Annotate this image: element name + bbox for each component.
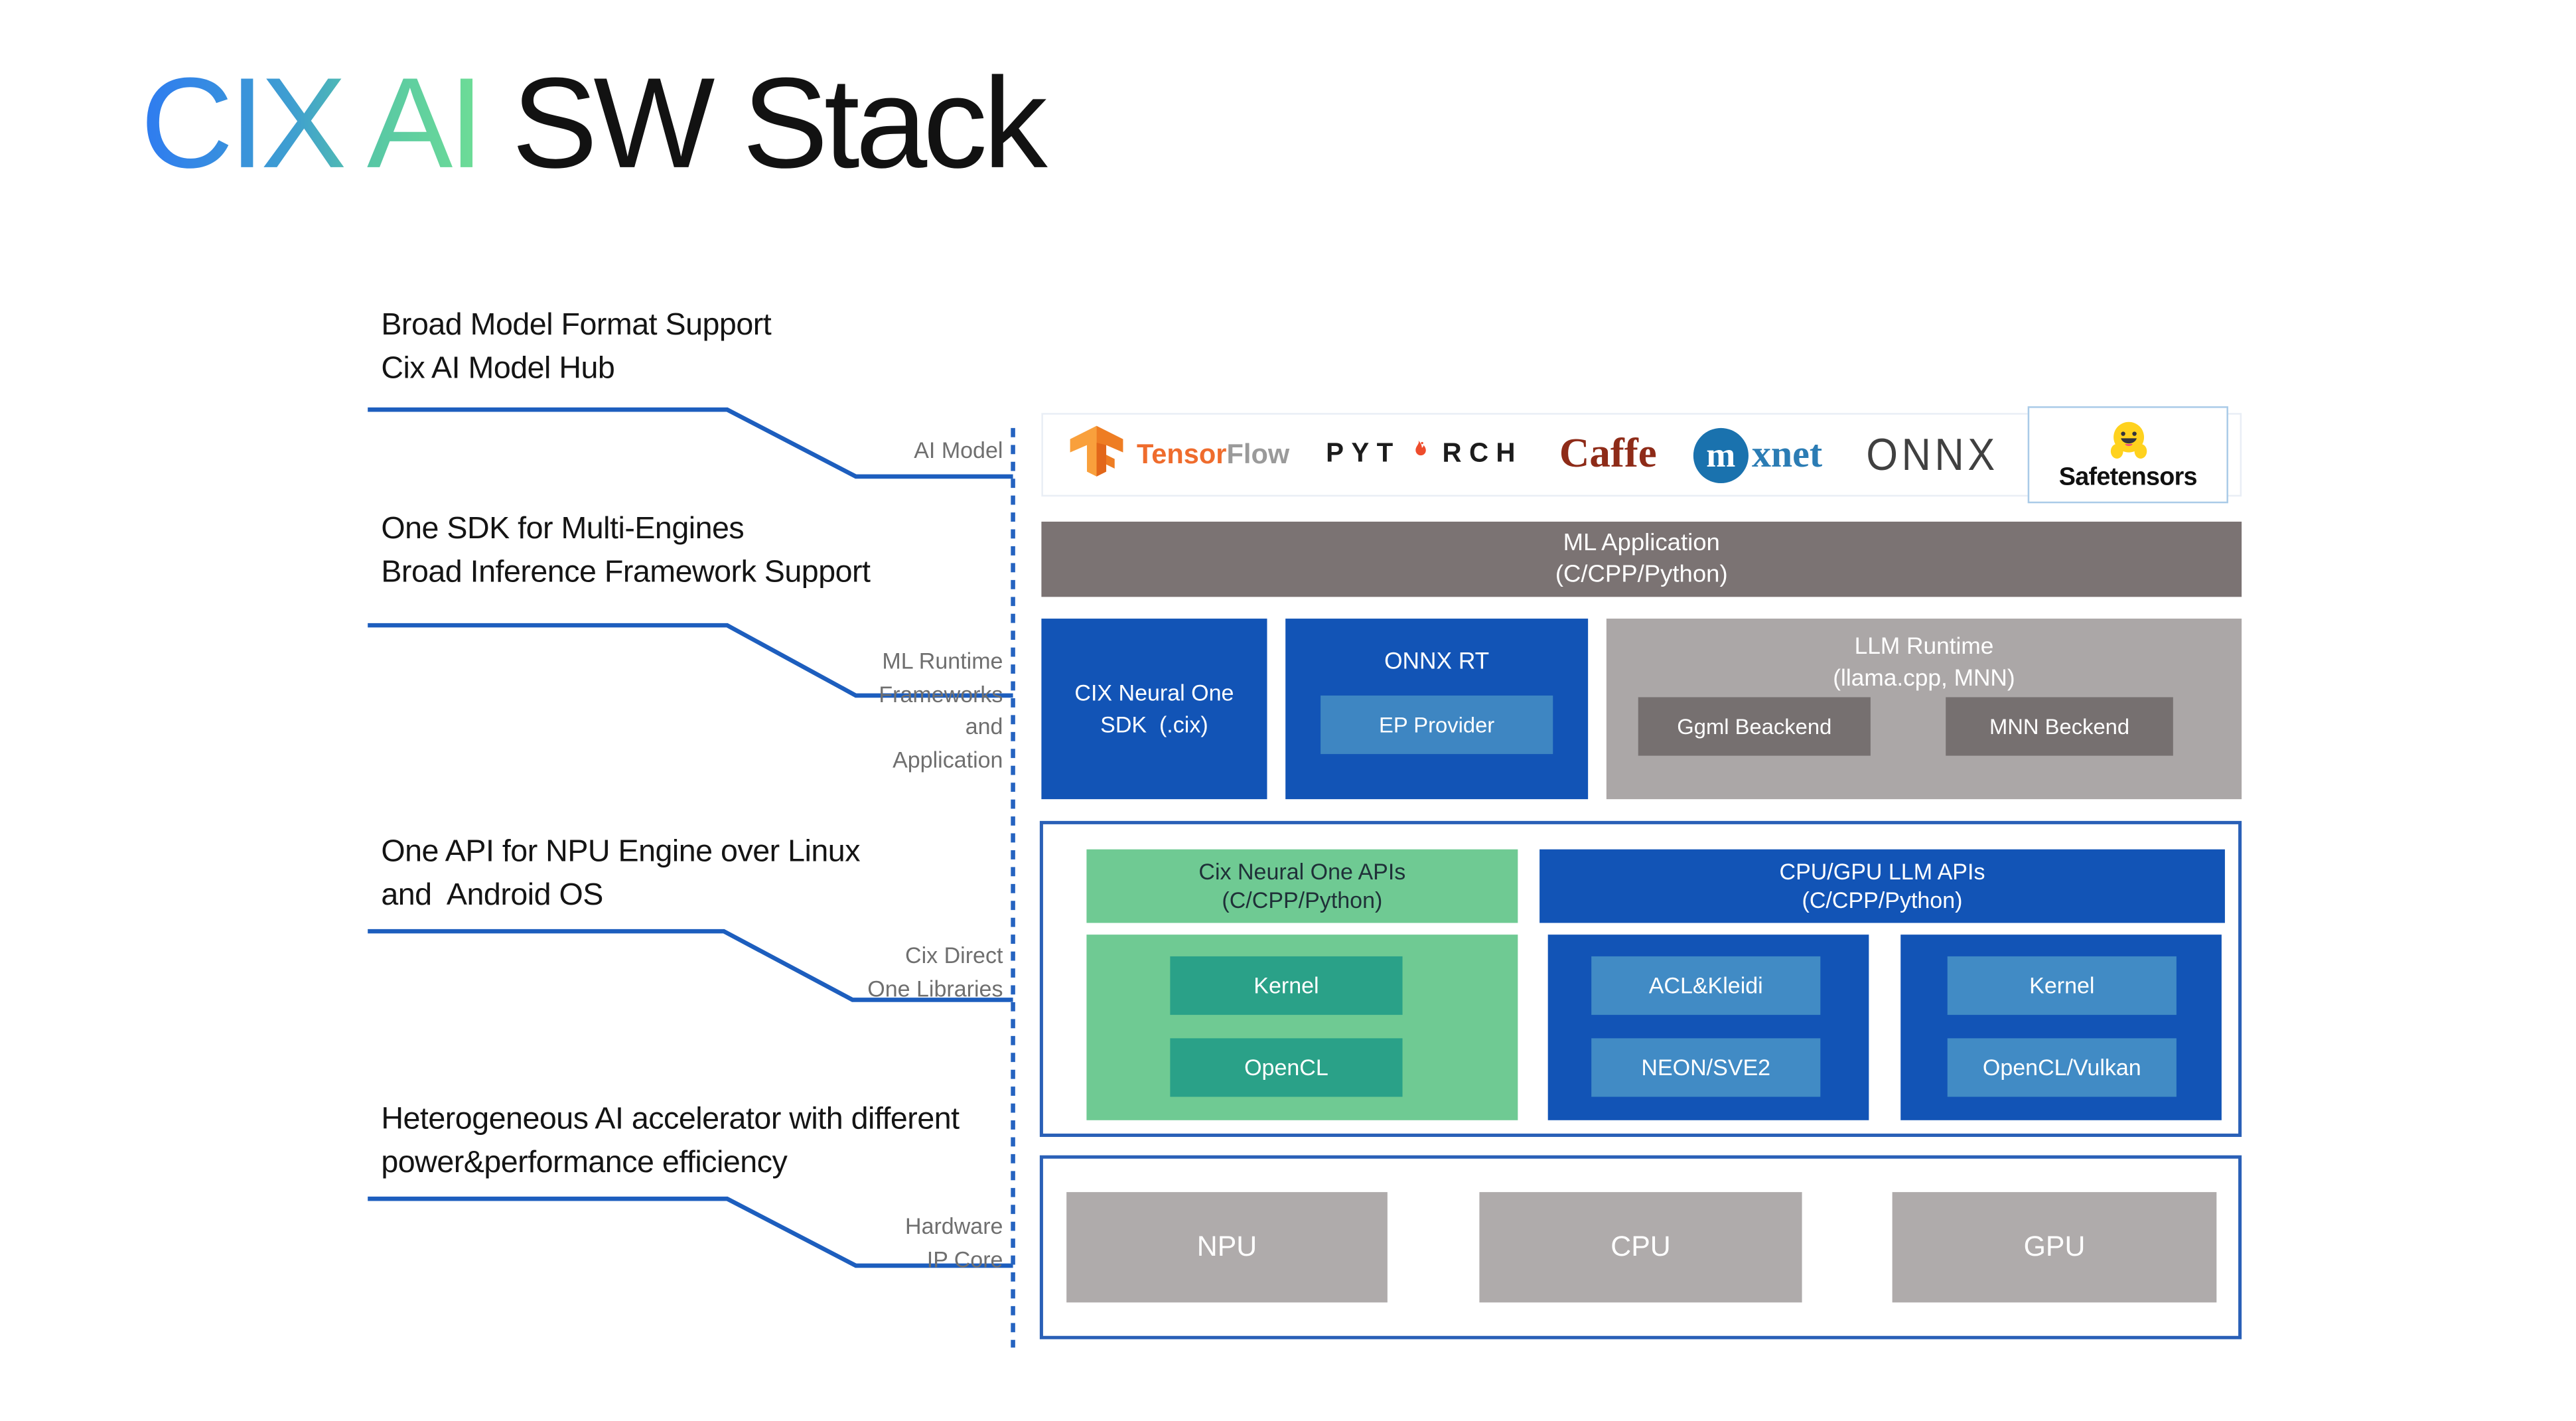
gpu-kernel-block: Kernel — [1947, 956, 2177, 1015]
layer-label-cix-direct: Cix Direct One Libraries — [867, 940, 1003, 1005]
pytorch-text-left: PYT — [1326, 439, 1401, 469]
npu-chip: NPU — [1066, 1192, 1388, 1303]
cpu-chip: CPU — [1479, 1192, 1802, 1303]
cpu-label: CPU — [1610, 1231, 1671, 1262]
mnn-backend-label: MNN Beckend — [1989, 713, 2130, 739]
cix-neural-one-apis-header: Cix Neural One APIs (C/CPP/Python) — [1086, 849, 1518, 923]
acl-kleidi-block: ACL&Kleidi — [1591, 956, 1821, 1015]
note-model-format: Broad Model Format Support Cix AI Model … — [381, 303, 771, 390]
layer-line: One Libraries — [867, 975, 1003, 1001]
cix-sdk-line: CIX Neural One — [1074, 680, 1234, 706]
tensorflow-text-orange: Tensor — [1136, 439, 1227, 469]
opencl-vulkan-block: OpenCL/Vulkan — [1947, 1038, 2177, 1097]
layer-label-hardware: Hardware IP Core — [905, 1211, 1003, 1276]
onnx-logo: ONNX — [1859, 429, 2006, 481]
tensorflow-text-gray: Flow — [1226, 439, 1290, 469]
note-one-sdk: One SDK for Multi-Engines Broad Inferenc… — [381, 506, 871, 593]
layer-line: AI Model — [914, 438, 1003, 463]
ml-application-bar: ML Application (C/CPP/Python) — [1041, 521, 2242, 597]
note-line: Broad Model Format Support — [381, 305, 772, 341]
onnx-text: ONNX — [1866, 429, 1999, 479]
pytorch-logo: PYT RCH — [1326, 437, 1523, 473]
cpu-library-block: ACL&Kleidi NEON/SVE2 — [1547, 935, 1869, 1120]
title-brand: CIX AI — [140, 52, 484, 196]
safetensors-logo: Safetensors — [2027, 406, 2228, 504]
acl-kleidi-label: ACL&Kleidi — [1648, 973, 1763, 998]
gpu-chip: GPU — [1892, 1192, 2217, 1303]
api-header-line: (C/CPP/Python) — [1222, 887, 1383, 913]
layer-label-ml-runtime: ML Runtime Frameworks and Application — [879, 645, 1003, 775]
layer-label-ai-model: AI Model — [914, 435, 1003, 467]
note-line: power&performance efficiency — [381, 1144, 788, 1179]
note-line: Heterogeneous AI accelerator with differ… — [381, 1100, 960, 1136]
mxnet-circle-icon: m — [1693, 427, 1749, 483]
gpu-kernel-label: Kernel — [2029, 973, 2095, 998]
layer-line: IP Core — [926, 1246, 1003, 1272]
api-header-line: Cix Neural One APIs — [1198, 858, 1406, 884]
hardware-ip-core-box: NPU CPU GPU — [1039, 1155, 2242, 1339]
mnn-backend-block: MNN Beckend — [1946, 697, 2173, 756]
neon-sve2-block: NEON/SVE2 — [1591, 1038, 1821, 1097]
ml-application-line: (C/CPP/Python) — [1555, 561, 1728, 588]
note-line: One API for NPU Engine over Linux — [381, 832, 861, 868]
ml-application-line: ML Application — [1563, 530, 1720, 557]
title-rest: SW Stack — [480, 52, 1047, 196]
pytorch-flame-icon — [1415, 439, 1426, 455]
layer-line: Hardware — [905, 1213, 1003, 1239]
llm-runtime-block: LLM Runtime (llama.cpp, MNN) Ggml Beacke… — [1606, 619, 2242, 800]
npu-opencl-block: OpenCL — [1170, 1038, 1403, 1097]
safetensors-text: Safetensors — [2058, 463, 2198, 492]
note-line: Cix AI Model Hub — [381, 349, 615, 385]
note-line: One SDK for Multi-Engines — [381, 510, 745, 546]
opencl-vulkan-label: OpenCL/Vulkan — [1982, 1055, 2141, 1081]
llm-runtime-subtitle: (llama.cpp, MNN) — [1833, 662, 2015, 690]
layer-line: Cix Direct — [905, 942, 1003, 968]
ggml-backend-block: Ggml Beackend — [1638, 697, 1871, 756]
onnx-rt-title: ONNX RT — [1384, 646, 1490, 674]
mxnet-logo: m xnet — [1693, 427, 1822, 483]
npu-kernel-label: Kernel — [1253, 973, 1319, 998]
layer-line: Frameworks — [879, 681, 1003, 707]
note-heterogeneous: Heterogeneous AI accelerator with differ… — [381, 1097, 960, 1184]
note-line: and Android OS — [381, 876, 603, 911]
api-header-line: (C/CPP/Python) — [1802, 887, 1963, 913]
ai-model-logo-strip: TensorFlow PYT RCH Caffe m xnet ONNX — [1041, 406, 2242, 504]
caffe-logo: Caffe — [1559, 431, 1657, 479]
neon-sve2-label: NEON/SVE2 — [1641, 1055, 1771, 1081]
layer-line: Application — [893, 746, 1003, 772]
mxnet-text: xnet — [1751, 433, 1823, 475]
hugging-face-icon — [2110, 421, 2147, 459]
npu-kernel-block: Kernel — [1170, 956, 1403, 1015]
api-header-line: CPU/GPU LLM APIs — [1779, 858, 1985, 884]
tensorflow-logo: TensorFlow — [1066, 425, 1289, 485]
page-title: CIX AI SW Stack — [140, 50, 1048, 199]
pytorch-text-right: RCH — [1442, 439, 1523, 469]
npu-opencl-label: OpenCL — [1244, 1055, 1328, 1081]
ggml-backend-label: Ggml Beackend — [1677, 713, 1832, 739]
npu-label: NPU — [1196, 1231, 1257, 1262]
note-line: Broad Inference Framework Support — [381, 553, 871, 589]
npu-library-block: Kernel OpenCL — [1086, 935, 1518, 1120]
gpu-library-block: Kernel OpenCL/Vulkan — [1900, 935, 2222, 1120]
mxnet-initial: m — [1706, 433, 1736, 475]
ep-provider-label: EP Provider — [1379, 712, 1495, 737]
caffe-text: Caffe — [1559, 431, 1657, 477]
layer-line: and — [965, 713, 1003, 739]
tensorflow-icon — [1070, 425, 1123, 477]
layer-line: ML Runtime — [882, 648, 1003, 674]
ep-provider-block: EP Provider — [1321, 695, 1553, 755]
gpu-label: GPU — [2023, 1231, 2086, 1262]
cix-neural-one-sdk-block: CIX Neural One SDK (.cix) — [1041, 619, 1267, 800]
llm-runtime-title: LLM Runtime — [1854, 632, 1994, 659]
onnx-rt-block: ONNX RT EP Provider — [1285, 619, 1589, 800]
cix-direct-one-libraries-box: Cix Neural One APIs (C/CPP/Python) CPU/G… — [1039, 820, 2242, 1137]
note-one-api: One API for NPU Engine over Linux and An… — [381, 829, 860, 916]
cix-sdk-line: SDK (.cix) — [1100, 712, 1208, 737]
cpu-gpu-llm-apis-header: CPU/GPU LLM APIs (C/CPP/Python) — [1539, 849, 2225, 923]
